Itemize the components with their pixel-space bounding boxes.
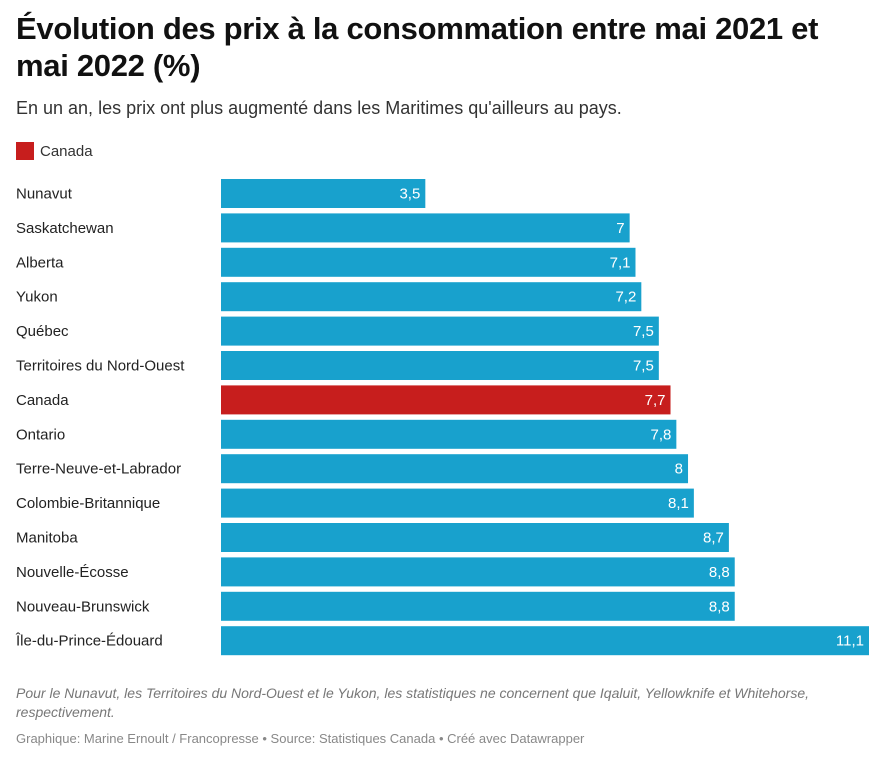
bar-value-label: 8,8 — [709, 598, 730, 615]
legend: Canada — [16, 142, 93, 160]
bar-value-label: 3,5 — [399, 186, 420, 203]
bar — [221, 488, 694, 518]
chart-note: Pour le Nunavut, les Territoires du Nord… — [16, 685, 809, 720]
bar — [221, 419, 677, 449]
category-label: Territoires du Nord-Ouest — [16, 358, 185, 375]
category-label: Terre-Neuve-et-Labrador — [16, 461, 181, 478]
bar-value-label: 7,2 — [615, 289, 636, 306]
chart-title: Évolution des prix à la consommation ent… — [16, 11, 819, 83]
category-label: Île-du-Prince-Édouard — [15, 633, 163, 650]
category-label: Colombie-Britannique — [16, 495, 160, 512]
category-label: Ontario — [16, 426, 65, 443]
category-label: Nunavut — [16, 186, 73, 203]
bar — [221, 316, 659, 346]
category-label: Saskatchewan — [16, 220, 114, 237]
chart-credit: Graphique: Marine Ernoult / Francopresse… — [16, 731, 585, 746]
bar-value-label: 7,1 — [610, 254, 631, 271]
bar-value-label: 8,7 — [703, 530, 724, 547]
bar-value-label: 7,7 — [645, 392, 666, 409]
bar — [221, 626, 869, 656]
bar-value-label: 8,1 — [668, 495, 689, 512]
bar — [221, 179, 426, 208]
bar — [221, 454, 689, 484]
category-label: Manitoba — [16, 530, 78, 547]
bar — [221, 523, 729, 552]
legend-label: Canada — [40, 142, 93, 160]
bar — [221, 247, 636, 277]
bar-value-label: 11,1 — [836, 633, 864, 650]
bar-value-label: 8,8 — [709, 564, 730, 581]
bar — [221, 351, 659, 380]
bar — [221, 557, 735, 587]
chart-subtitle: En un an, les prix ont plus augmenté dan… — [16, 98, 622, 118]
legend-swatch — [16, 142, 34, 160]
category-label: Alberta — [16, 254, 64, 271]
bar — [221, 213, 630, 243]
category-label: Yukon — [16, 289, 58, 306]
category-label: Nouvelle-Écosse — [16, 564, 129, 581]
bar-value-label: 8 — [675, 461, 683, 478]
bar-value-label: 7,8 — [650, 426, 671, 443]
bar — [221, 591, 735, 621]
bar — [221, 282, 642, 312]
category-label: Canada — [16, 392, 69, 409]
bar-value-label: 7 — [616, 220, 624, 237]
bar-chart: Nunavut 3,5 Saskatchewan 7 Alberta 7,1 Yukon 7,… — [15, 179, 869, 656]
category-label: Québec — [16, 323, 69, 340]
bar-highlight — [221, 385, 671, 415]
bar-value-label: 7,5 — [633, 323, 654, 340]
bar-value-label: 7,5 — [633, 358, 654, 375]
category-label: Nouveau-Brunswick — [16, 598, 150, 615]
